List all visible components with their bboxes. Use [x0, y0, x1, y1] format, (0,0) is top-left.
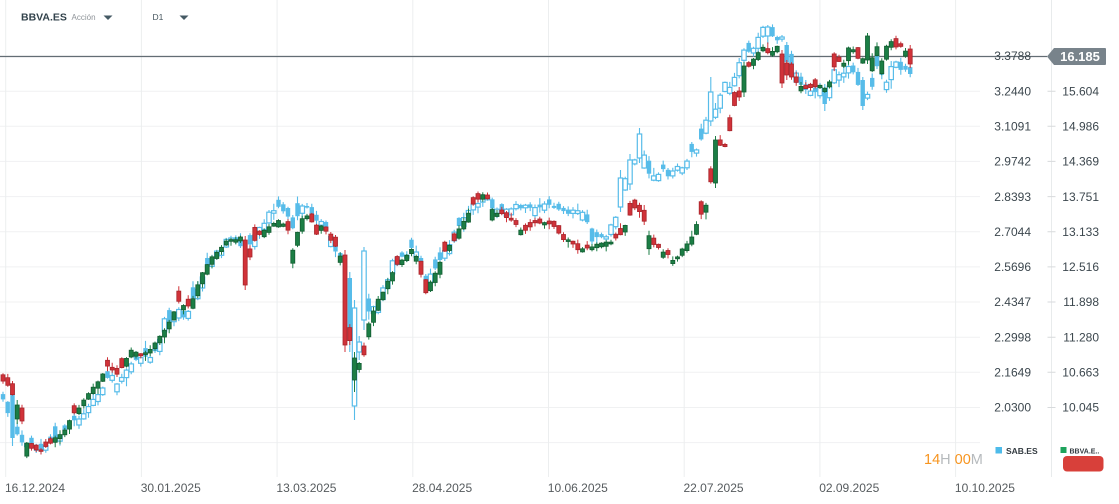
svg-text:10.10.2025: 10.10.2025 [955, 481, 1015, 495]
svg-text:BBVA.E..: BBVA.E.. [1070, 449, 1100, 456]
svg-text:13.03.2025: 13.03.2025 [276, 481, 336, 495]
svg-text:28.04.2025: 28.04.2025 [412, 481, 472, 495]
svg-text:10.663: 10.663 [1062, 366, 1099, 380]
svg-text:14H 00M: 14H 00M [924, 452, 983, 468]
svg-text:3.2440: 3.2440 [994, 84, 1031, 98]
svg-text:15.604: 15.604 [1062, 84, 1099, 98]
svg-text:10.045: 10.045 [1062, 401, 1099, 415]
svg-text:02.09.2025: 02.09.2025 [819, 481, 879, 495]
svg-text:D1: D1 [153, 12, 164, 22]
svg-text:Acción: Acción [72, 13, 96, 22]
svg-text:3.1091: 3.1091 [994, 120, 1031, 134]
svg-text:16.185: 16.185 [1060, 49, 1100, 64]
svg-text:11.898: 11.898 [1063, 295, 1099, 309]
svg-text:2.5696: 2.5696 [994, 260, 1031, 274]
svg-text:16.12.2024: 16.12.2024 [5, 481, 65, 495]
svg-text:2.0300: 2.0300 [994, 401, 1031, 415]
svg-text:2.2998: 2.2998 [994, 330, 1031, 344]
svg-text:30.01.2025: 30.01.2025 [141, 481, 201, 495]
svg-text:2.8393: 2.8393 [994, 190, 1031, 204]
svg-text:11.280: 11.280 [1063, 330, 1099, 344]
svg-text:13.751: 13.751 [1062, 190, 1099, 204]
svg-text:2.4347: 2.4347 [994, 295, 1031, 309]
svg-text:BBVA.ES: BBVA.ES [21, 12, 67, 24]
svg-text:14.369: 14.369 [1062, 155, 1099, 169]
svg-text:13.133: 13.133 [1062, 225, 1099, 239]
svg-text:2.1649: 2.1649 [994, 366, 1031, 380]
svg-text:3.3788: 3.3788 [994, 49, 1031, 63]
svg-text:22.07.2025: 22.07.2025 [684, 481, 744, 495]
svg-text:12.516: 12.516 [1062, 260, 1099, 274]
svg-text:14.986: 14.986 [1062, 120, 1099, 134]
svg-text:10.06.2025: 10.06.2025 [548, 481, 608, 495]
svg-text:2.7044: 2.7044 [994, 225, 1031, 239]
svg-text:2.9742: 2.9742 [994, 155, 1031, 169]
svg-text:SAB.ES: SAB.ES [1006, 446, 1038, 456]
